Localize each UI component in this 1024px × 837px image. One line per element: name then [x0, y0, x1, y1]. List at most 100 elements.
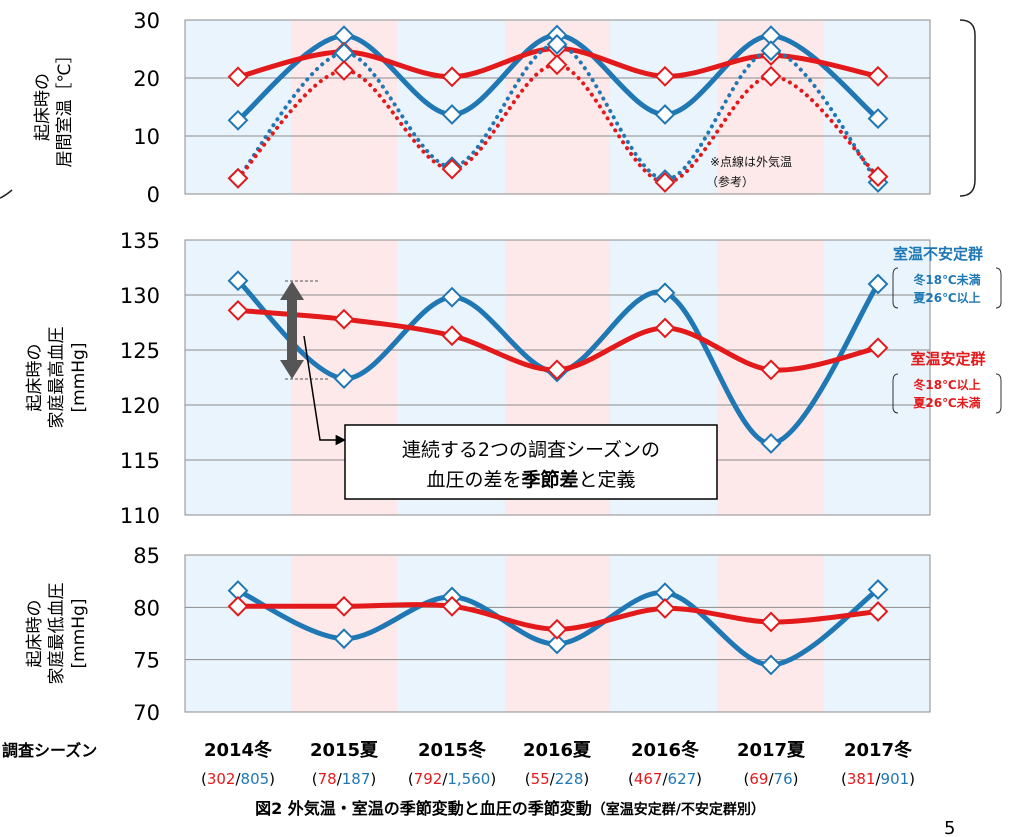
- data-point-stable-5: [760, 611, 782, 633]
- data-point-unstable-2: [441, 286, 463, 308]
- season-band-winter: [185, 20, 291, 194]
- y-tick-label: 70: [133, 701, 160, 725]
- legend-stable-line2: 夏26℃未満: [913, 395, 980, 410]
- callout-line-1: 連続する2つの調査シーズンの: [402, 439, 660, 461]
- season-difference-arrow: [280, 280, 328, 380]
- left-panel-bracket: [0, 189, 13, 199]
- season-label: 2016夏: [523, 740, 592, 761]
- data-point-stable-6: [867, 601, 889, 622]
- data-point-unstable-6: [867, 579, 889, 600]
- legend-unstable-line2: 夏26℃以上: [913, 290, 980, 305]
- data-point-unstable-4: [654, 104, 676, 125]
- outdoor-note-2: （参考）: [706, 174, 754, 189]
- y-axis-label: 居間室温［℃］: [55, 46, 75, 167]
- legend-stable-line1: 冬18℃以上: [913, 377, 980, 392]
- data-point-unstable-2: [441, 104, 463, 125]
- figure-caption: 図2 外気温・室温の季節変動と血圧の季節変動（室温安定群/不安定群別）: [255, 799, 765, 818]
- data-point-stable-4: [654, 171, 676, 193]
- y-tick-label: 0: [147, 183, 160, 207]
- season-label: 2015冬: [418, 739, 486, 761]
- y-axis-label: 起床時の: [25, 344, 45, 412]
- season-sample-count: (55/228): [525, 770, 590, 788]
- y-tick-label: 130: [120, 284, 160, 308]
- callout-line-2: 血圧の差を季節差と定義: [426, 468, 635, 491]
- season-band-winter: [824, 20, 930, 194]
- plot-frame: [184, 239, 931, 516]
- x-row-label: 調査シーズン: [2, 741, 97, 760]
- season-sample-count: (381/901): [841, 770, 915, 788]
- season-band-winter: [185, 555, 291, 712]
- data-point-unstable-0: [227, 109, 249, 131]
- data-point-stable-4: [654, 317, 676, 339]
- data-point-stable-2: [441, 325, 463, 347]
- legend-unstable-name: 室温不安定群: [893, 245, 983, 263]
- season-difference-callout: 連続する2つの調査シーズンの 血圧の差を季節差と定義: [344, 424, 718, 500]
- data-point-unstable-5: [760, 654, 782, 676]
- legend-stable: 室温安定群 冬18℃以上 夏26℃未満: [892, 350, 1002, 414]
- data-point-stable-4: [654, 597, 676, 619]
- season-label: 2014冬: [204, 739, 272, 761]
- data-point-unstable-1: [333, 368, 355, 390]
- top-panel-bracket: [959, 19, 976, 197]
- data-point-stable-0: [227, 167, 249, 189]
- data-point-unstable-6: [867, 108, 889, 130]
- season-sample-count: (302/805): [201, 770, 275, 788]
- y-tick-label: 110: [120, 504, 160, 528]
- season-label: 2016冬: [631, 739, 699, 761]
- y-tick-label: 30: [133, 9, 160, 33]
- decorations: [0, 19, 976, 199]
- y-axis-label: 起床時の: [25, 600, 45, 668]
- data-point-unstable-1: [333, 628, 355, 650]
- data-point-stable-3: [546, 618, 568, 640]
- season-band-winter: [610, 555, 718, 712]
- data-point-stable-2: [441, 158, 463, 180]
- legend-unstable-line1: 冬18℃未満: [913, 272, 980, 287]
- y-axis-label: 起床時の: [33, 73, 53, 141]
- data-point-stable-3: [546, 359, 568, 381]
- y-tick-label: 135: [120, 229, 160, 253]
- y-axis-label: [mmHg]: [69, 599, 89, 669]
- data-point-stable-6: [867, 166, 889, 188]
- season-label: 2017冬: [844, 739, 912, 761]
- data-point-unstable-5: [760, 433, 782, 454]
- data-point-unstable-0: [227, 270, 249, 292]
- data-point-stable-0: [227, 66, 249, 88]
- callout-leader: [303, 335, 347, 446]
- plot-frame: [184, 554, 931, 713]
- season-sample-count: (467/627): [628, 770, 702, 788]
- data-point-unstable-6: [867, 273, 889, 295]
- y-tick-label: 20: [133, 67, 160, 91]
- season-sample-count: (792/1,560): [408, 770, 496, 788]
- data-point-stable-1: [333, 60, 355, 81]
- y-axis-label: [mmHg]: [69, 343, 89, 413]
- y-tick-label: 120: [120, 394, 160, 418]
- data-point-unstable-3: [546, 33, 568, 55]
- data-point-stable-1: [333, 595, 355, 617]
- season-band-winter: [397, 555, 505, 712]
- data-point-stable-4: [654, 65, 676, 87]
- data-point-stable-6: [867, 337, 889, 359]
- page-number: 5: [944, 818, 955, 837]
- season-label: 2017夏: [737, 740, 806, 761]
- season-label: 2015夏: [310, 740, 379, 761]
- data-point-stable-2: [441, 595, 463, 617]
- y-tick-label: 125: [120, 339, 160, 363]
- legend-unstable: 室温不安定群 冬18℃未満 夏26℃以上: [892, 245, 1002, 309]
- data-point-stable-1: [333, 308, 355, 330]
- season-band-summer: [718, 555, 824, 712]
- data-point-stable-0: [227, 299, 249, 321]
- data-point-stable-5: [760, 359, 782, 381]
- season-sample-count: (78/187): [312, 770, 377, 788]
- y-axis-label: 家庭最低血圧: [47, 583, 67, 685]
- season-band-winter: [824, 555, 930, 712]
- data-point-unstable-4: [654, 282, 676, 304]
- data-point-stable-5: [760, 65, 782, 87]
- y-tick-label: 75: [133, 649, 160, 673]
- outdoor-note-1: ※点線は外気温: [710, 154, 792, 169]
- season-sample-count: (69/76): [744, 770, 799, 788]
- data-point-stable-3: [546, 54, 568, 76]
- y-tick-label: 85: [133, 544, 160, 568]
- data-point-stable-0: [227, 595, 249, 617]
- data-point-unstable-5: [760, 40, 782, 62]
